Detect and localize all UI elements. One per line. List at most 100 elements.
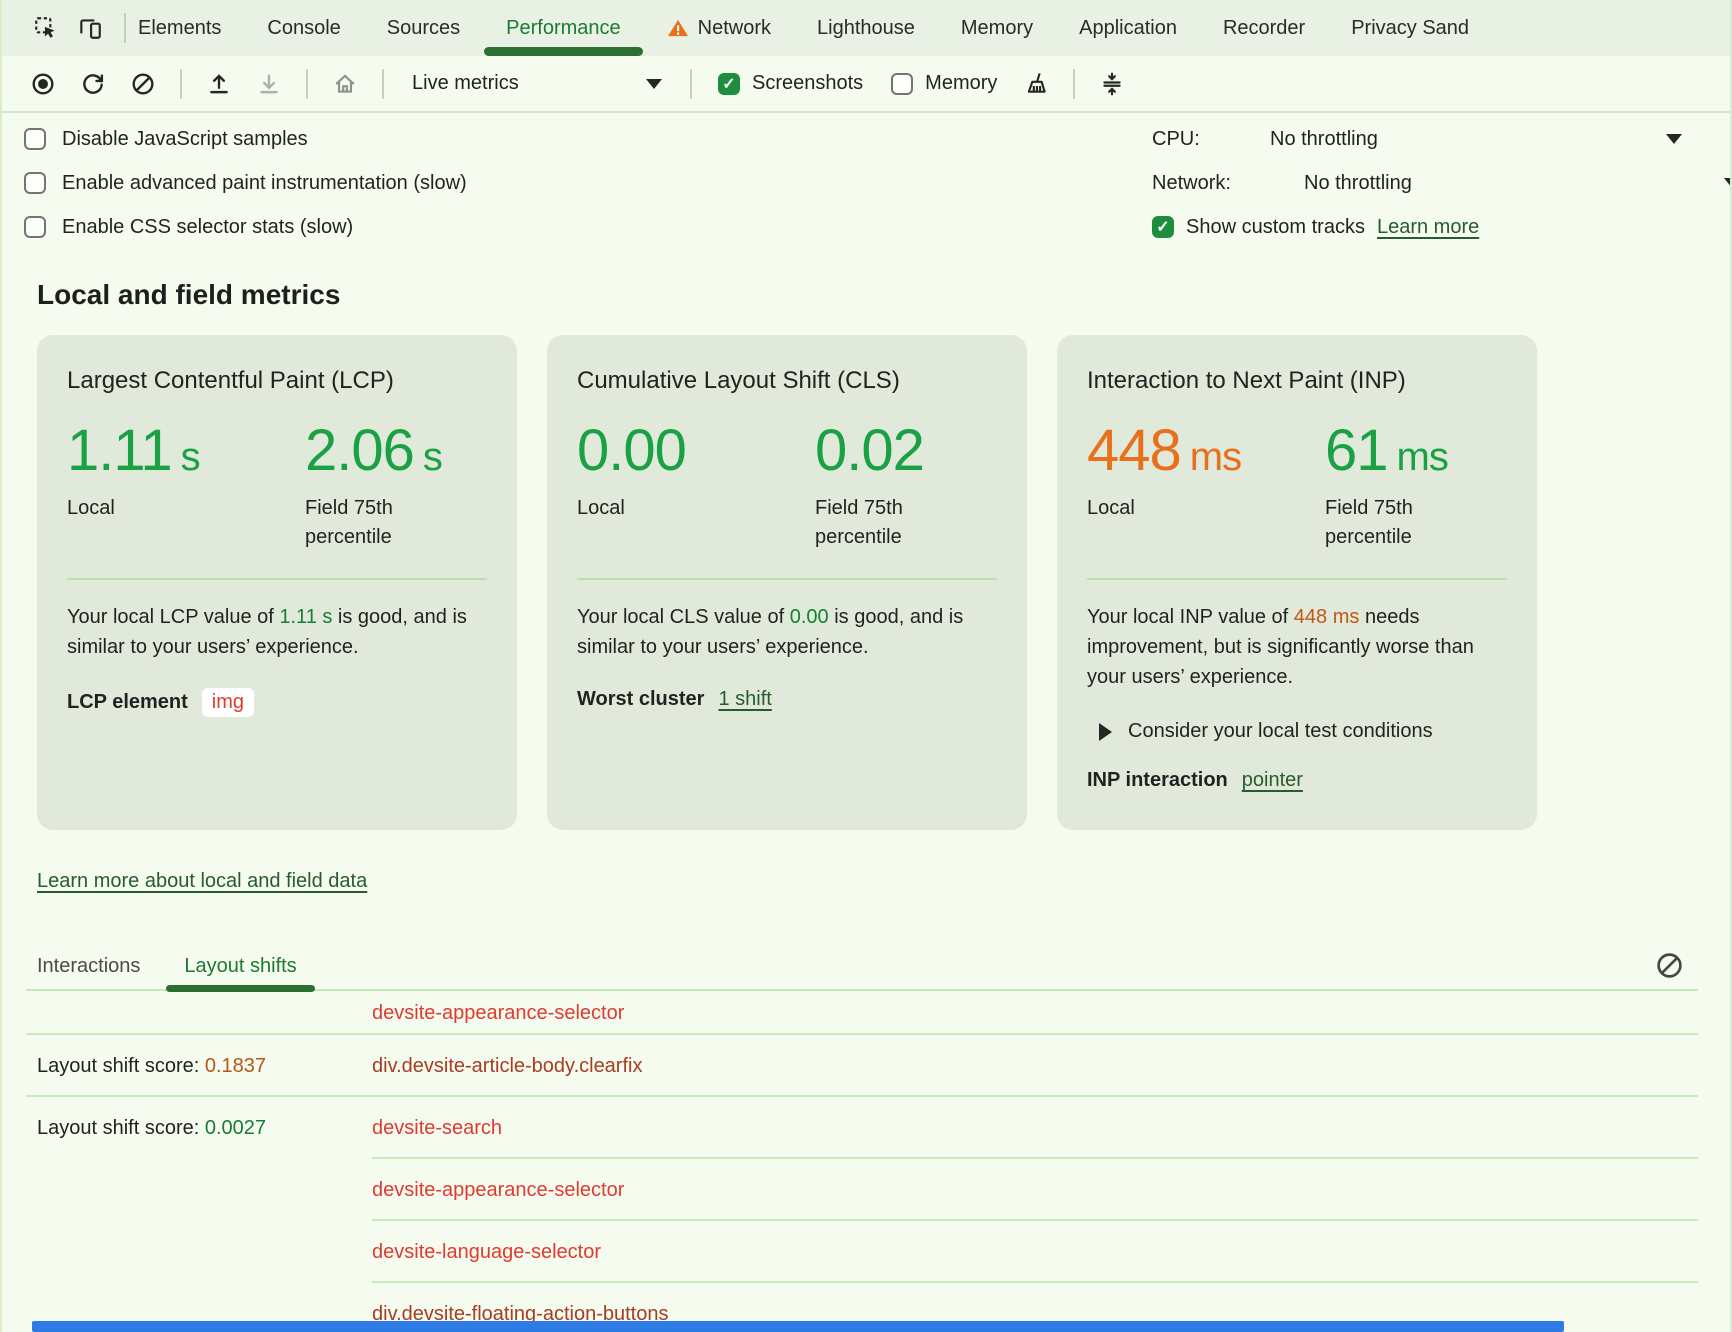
history-dropdown[interactable]: Live metrics [396,72,678,95]
layout-shift-row: Layout shift score: 0.0027 devsite-searc… [26,1097,1698,1159]
throttling-settings: CPU: No throttling Network: No throttlin… [1152,117,1730,249]
warning-icon [667,18,689,38]
layout-shift-row: devsite-language-selector [26,1221,1698,1283]
tab-privacy-sandbox[interactable]: Privacy Sand [1351,16,1470,39]
divider [372,1157,1698,1159]
record-button[interactable] [18,63,68,105]
chevron-down-icon [646,78,662,89]
cls-card: Cumulative Layout Shift (CLS) 0.00 Local… [547,335,1027,830]
tab-network[interactable]: Network [667,0,771,56]
tab-console[interactable]: Console [267,16,341,39]
local-test-conditions-disclosure[interactable]: Consider your local test conditions [1087,720,1507,743]
load-profile-icon[interactable] [194,63,244,105]
lcp-card: Largest Contentful Paint (LCP) 1.11 s Loc… [37,335,517,830]
tab-lighthouse[interactable]: Lighthouse [817,16,915,39]
node-link[interactable]: devsite-appearance-selector [372,1001,625,1024]
history-dropdown-value: Live metrics [412,72,519,94]
page-title: Local and field metrics [37,279,341,310]
inp-field-value: 61 ms Field 75th percentile [1325,418,1449,548]
divider [306,68,308,99]
lcp-local-value: 1.11 s Local [67,418,201,519]
lcp-field-value: 2.06 s Field 75th percentile [305,418,443,548]
checkbox-unchecked-icon [24,128,46,150]
tab-layout-shifts[interactable]: Layout shifts [166,942,316,992]
lcp-description: Your local LCP value of 1.11 s is good, … [67,606,467,658]
live-metrics-view: Local and field metrics Largest Contentf… [2,279,1730,893]
show-custom-tracks-checkbox[interactable]: ✓ Show custom tracks Learn more [1152,205,1730,249]
inp-interaction-link[interactable]: pointer [1241,769,1303,791]
divider [690,68,692,99]
device-toolbar-icon[interactable] [68,7,112,49]
selection-highlight-bar [32,1321,1564,1332]
divider [372,1281,1698,1283]
metric-cards: Largest Contentful Paint (LCP) 1.11 s Loc… [37,335,1730,830]
layout-shift-row: devsite-appearance-selector [26,991,1698,1035]
layout-shift-rows: devsite-appearance-selector Layout shift… [26,991,1698,1332]
disclosure-triangle-icon [1099,722,1112,741]
screenshots-checkbox[interactable]: ✓ Screenshots [718,72,863,95]
cpu-throttling-select[interactable]: CPU: No throttling [1152,117,1730,161]
lcp-element-link[interactable]: img [201,688,255,717]
record-and-reload-button[interactable] [68,63,118,105]
cls-field-value: 0.02 Field 75th percentile [815,418,925,548]
collapse-sections-icon[interactable] [1087,63,1137,105]
inspect-cursor-icon[interactable] [24,7,68,49]
save-profile-icon[interactable] [244,63,294,105]
node-link[interactable]: div.devsite-article-body.clearfix [372,1054,643,1077]
clear-button[interactable] [118,63,168,105]
tab-memory[interactable]: Memory [960,16,1034,39]
learn-more-link[interactable]: Learn more [1376,215,1480,238]
tab-performance[interactable]: Performance [484,0,643,56]
chevron-down-icon [1666,134,1682,144]
inp-description: Your local INP value of 448 ms needs imp… [1087,606,1474,688]
network-throttling-value: No throttling [1304,171,1412,194]
divider [382,68,384,99]
disable-js-samples-checkbox[interactable]: Disable JavaScript samples [24,117,1730,161]
home-icon[interactable] [320,63,370,105]
checkbox-unchecked-icon [24,216,46,238]
tab-interactions[interactable]: Interactions [37,954,141,977]
collect-garbage-icon[interactable] [1011,63,1061,105]
cls-local-value: 0.00 Local [577,418,687,519]
divider [124,13,126,43]
node-link[interactable]: devsite-search [372,1116,503,1139]
worst-cluster-link[interactable]: 1 shift [718,688,772,710]
css-selector-stats-checkbox[interactable]: Enable CSS selector stats (slow) [24,205,1730,249]
memory-checkbox[interactable]: Memory [891,72,997,95]
performance-toolbar: Live metrics ✓ Screenshots Memory [2,56,1730,113]
clear-log-icon[interactable] [1655,951,1684,980]
checkbox-checked-icon: ✓ [1152,216,1174,238]
tab-application[interactable]: Application [1079,16,1177,39]
checkbox-unchecked-icon [24,172,46,194]
checkbox-checked-icon: ✓ [718,72,740,95]
network-throttling-select[interactable]: Network: No throttling [1152,161,1730,205]
layout-shift-row: div.devsite-floating-action-buttons [26,1283,1698,1332]
performance-settings: Disable JavaScript samples Enable advanc… [2,113,1730,247]
devtools-tab-bar: Elements Console Sources Performance Net… [2,0,1730,56]
tab-recorder[interactable]: Recorder [1222,16,1306,39]
learn-more-local-field-link[interactable]: Learn more about local and field data [37,870,368,892]
node-link[interactable]: devsite-language-selector [372,1240,602,1263]
layout-shift-row: devsite-appearance-selector [26,1159,1698,1221]
divider [26,1033,1698,1035]
checkbox-unchecked-icon [891,72,914,95]
chevron-down-icon [1724,178,1730,188]
log-tab-bar: Interactions Layout shifts [26,942,1698,992]
divider [180,68,182,99]
divider [26,1095,1698,1097]
cls-description: Your local CLS value of 0.00 is good, an… [577,606,964,658]
divider [1087,578,1507,580]
node-link[interactable]: devsite-appearance-selector [372,1178,625,1201]
divider [577,578,997,580]
divider [1073,68,1076,99]
field-data-log: Interactions Layout shifts devsite-appea… [26,943,1698,1332]
cpu-throttling-value: No throttling [1270,127,1378,150]
tab-elements[interactable]: Elements [138,16,222,39]
node-link[interactable]: div.devsite-floating-action-buttons [372,1302,669,1325]
tab-sources[interactable]: Sources [386,16,461,39]
advanced-paint-instrumentation-checkbox[interactable]: Enable advanced paint instrumentation (s… [24,161,1730,205]
divider [372,1219,1698,1221]
inp-local-value: 448 ms Local [1087,418,1242,519]
layout-shift-row: Layout shift score: 0.1837 div.devsite-a… [26,1035,1698,1097]
